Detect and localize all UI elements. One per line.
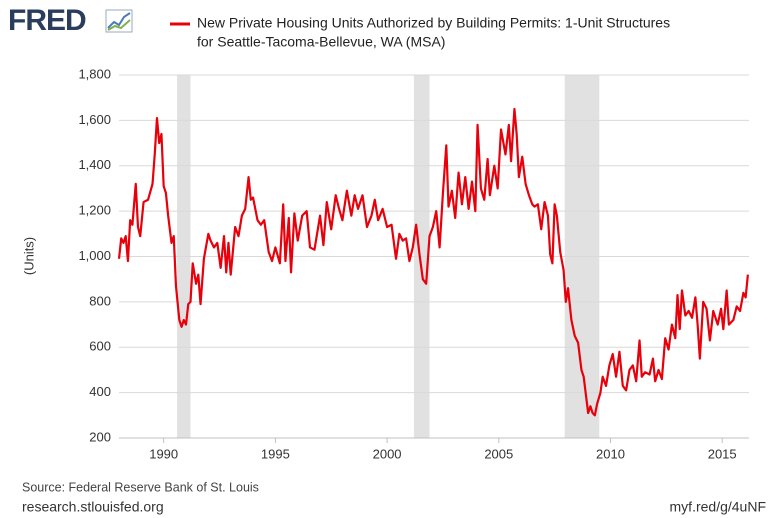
y-tick-label: 200 <box>89 429 111 444</box>
y-tick-label: 600 <box>89 339 111 354</box>
y-tick-label: 800 <box>89 293 111 308</box>
y-tick-label: 400 <box>89 384 111 399</box>
logo-icon <box>105 9 133 33</box>
y-axis-label: (Units) <box>21 237 36 275</box>
x-tick-label: 1990 <box>149 446 178 461</box>
y-tick-label: 1,400 <box>78 157 111 172</box>
x-tick-label: 2010 <box>596 446 625 461</box>
short-link: myf.red/g/4uNF <box>670 499 766 515</box>
series-line <box>117 107 749 417</box>
site: research.stlouisfed.org <box>22 499 164 515</box>
x-tick-label: 2000 <box>373 446 402 461</box>
y-tick-label: 1,200 <box>78 203 111 218</box>
source: Source: Federal Reserve Bank of St. Loui… <box>22 480 259 494</box>
y-tick-label: 1,000 <box>78 248 111 263</box>
chart-title: New Private Housing Units Authorized by … <box>197 15 670 31</box>
x-tick-label: 2005 <box>484 446 513 461</box>
x-tick-label: 1995 <box>261 446 290 461</box>
y-tick-label: 1,800 <box>78 66 111 81</box>
logo: FRED <box>8 4 86 37</box>
y-tick-label: 1,600 <box>78 112 111 127</box>
chart-title: for Seattle-Tacoma-Bellevue, WA (MSA) <box>197 34 445 50</box>
x-tick-label: 2015 <box>708 446 737 461</box>
